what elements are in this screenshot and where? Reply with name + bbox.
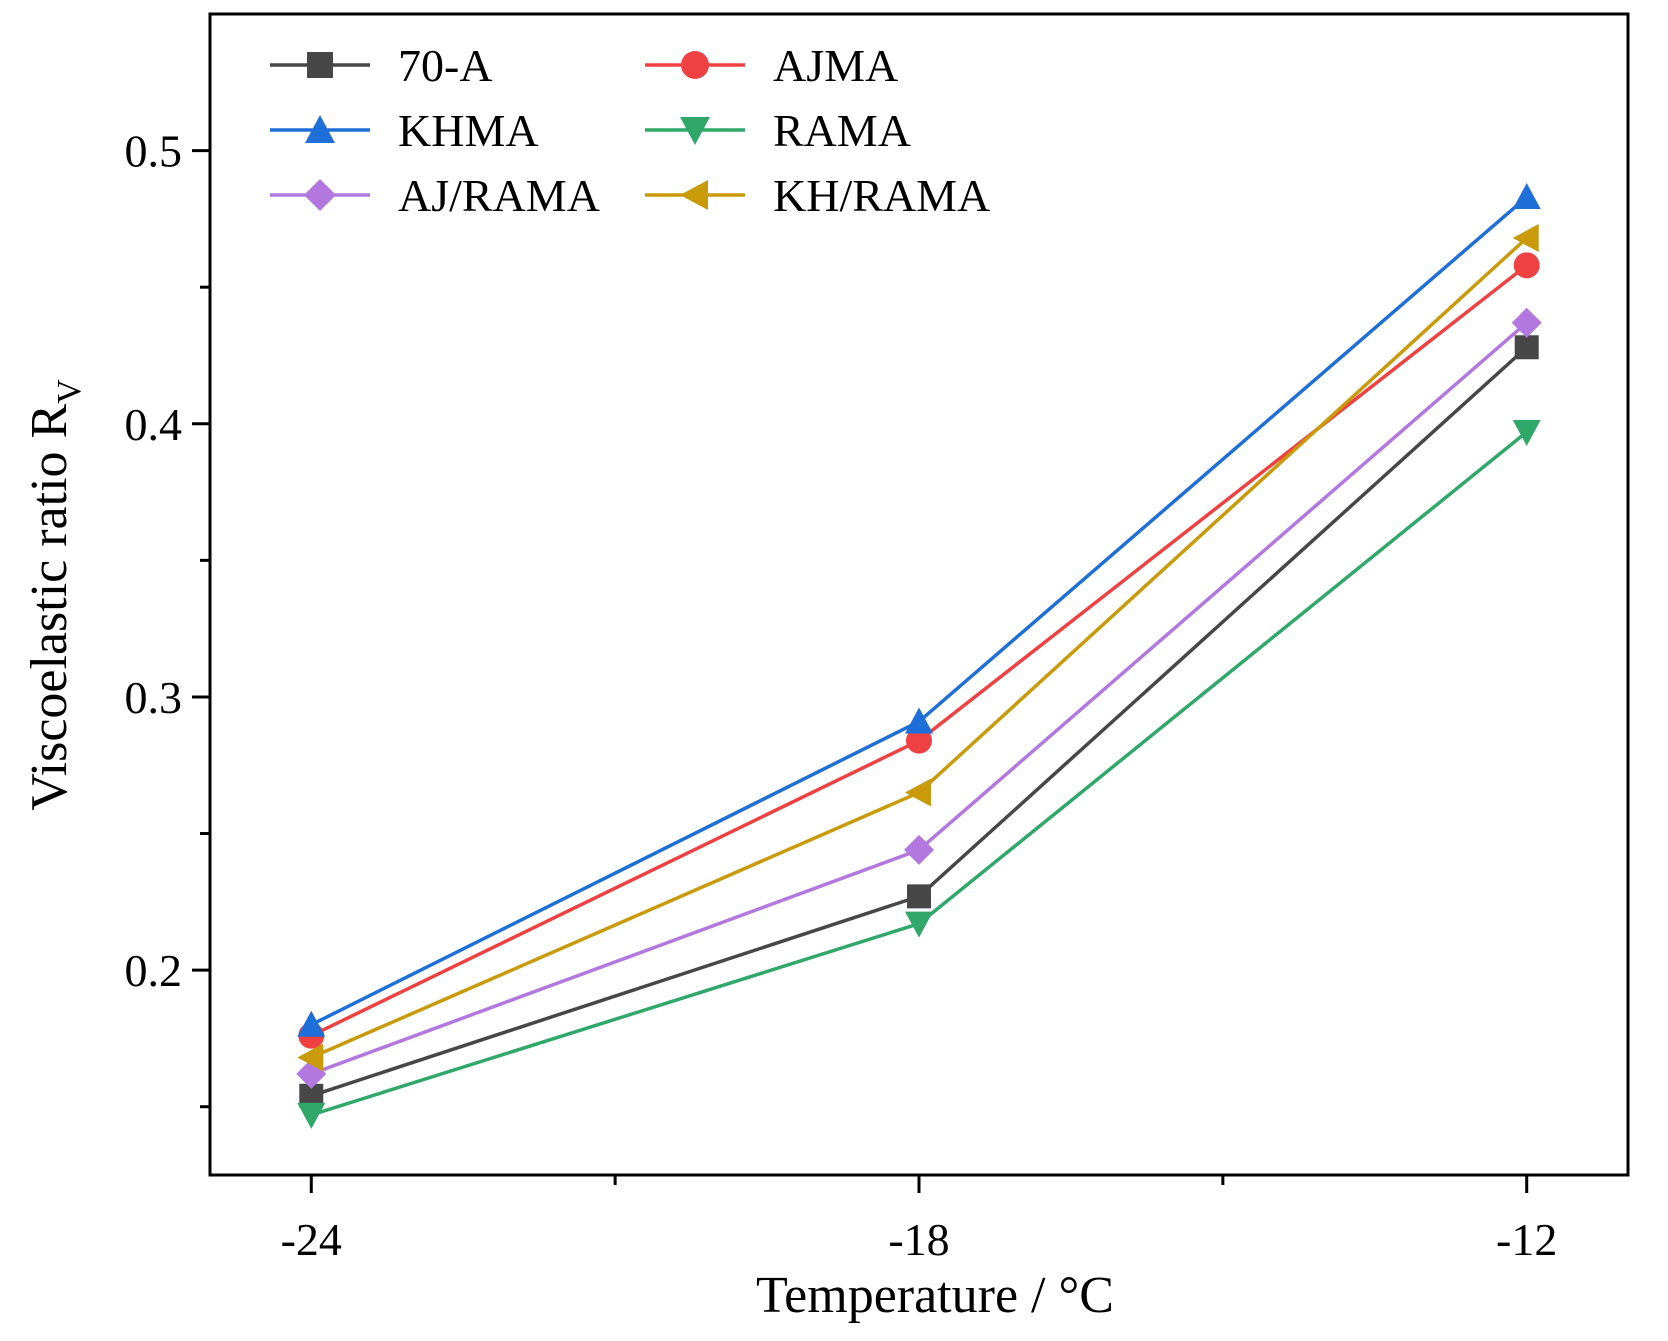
series (296, 183, 1542, 1129)
x-tick-label: -24 (281, 1214, 342, 1265)
data-point-70-a (907, 884, 931, 909)
legend-label: KH/RAMA (773, 170, 990, 221)
data-point-ajma (1513, 252, 1540, 279)
legend-marker (307, 52, 333, 78)
y-tick-label: 0.5 (125, 126, 183, 177)
legend-item-aj-rama: AJ/RAMA (270, 170, 600, 221)
legend-label: 70-A (398, 40, 493, 91)
y-axis-title-subscript: V (51, 379, 88, 404)
x-tick-label: -18 (888, 1214, 949, 1265)
data-point-kh-rama (297, 1043, 324, 1072)
series-rama (297, 419, 1541, 1129)
legend-item-rama: RAMA (645, 105, 911, 156)
x-axis-title: Temperature / °C (756, 1267, 1114, 1324)
data-point-aj-rama (904, 834, 934, 865)
legend-marker (680, 180, 708, 210)
data-point-kh-rama (1512, 224, 1539, 253)
y-axis-title: Viscoelastic ratio RV (21, 379, 88, 811)
series-kh-rama (297, 224, 1539, 1072)
y-tick-label: 0.2 (125, 945, 183, 996)
legend: 70-A AJMA KHMA RAMA AJ/RAMA KH/RAMA (270, 40, 990, 221)
legend-item-ajma: AJMA (645, 40, 898, 91)
data-point-70-a (1514, 335, 1539, 360)
series-aj-rama (296, 307, 1542, 1089)
legend-marker (305, 115, 335, 143)
data-point-rama (297, 1102, 326, 1129)
legend-label: AJMA (773, 40, 898, 91)
data-point-ajma (906, 727, 932, 754)
y-tick-label: 0.3 (125, 672, 183, 723)
legend-marker (681, 51, 709, 79)
data-point-rama (1512, 419, 1541, 446)
legend-item-kh-rama: KH/RAMA (645, 170, 990, 221)
x-tick-label: -12 (1496, 1214, 1557, 1265)
data-point-khma (905, 707, 933, 734)
legend-item-khma: KHMA (270, 105, 539, 156)
legend-marker (304, 179, 336, 211)
ticks: -24 -18 -12 0.2 0.3 0.4 0.5 (125, 126, 1558, 1265)
data-point-khma (297, 1010, 326, 1037)
data-point-aj-rama (1511, 307, 1542, 338)
legend-label: AJ/RAMA (398, 170, 600, 221)
series-line-rama (310, 430, 1528, 1117)
y-tick-label: 0.4 (125, 399, 183, 450)
legend-marker (680, 117, 710, 145)
legend-label: RAMA (773, 105, 911, 156)
data-point-khma (1512, 183, 1541, 210)
y-axis-title-main: Viscoelastic ratio R (21, 403, 78, 810)
data-point-rama (905, 911, 933, 938)
series-khma (297, 183, 1541, 1037)
legend-label: KHMA (398, 105, 539, 156)
data-point-kh-rama (905, 778, 931, 807)
series-line-aj-rama (310, 321, 1528, 1076)
legend-item-70-a: 70-A (270, 40, 493, 91)
